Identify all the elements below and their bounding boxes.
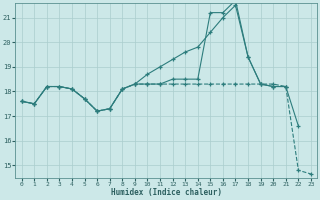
X-axis label: Humidex (Indice chaleur): Humidex (Indice chaleur) [111,188,222,197]
